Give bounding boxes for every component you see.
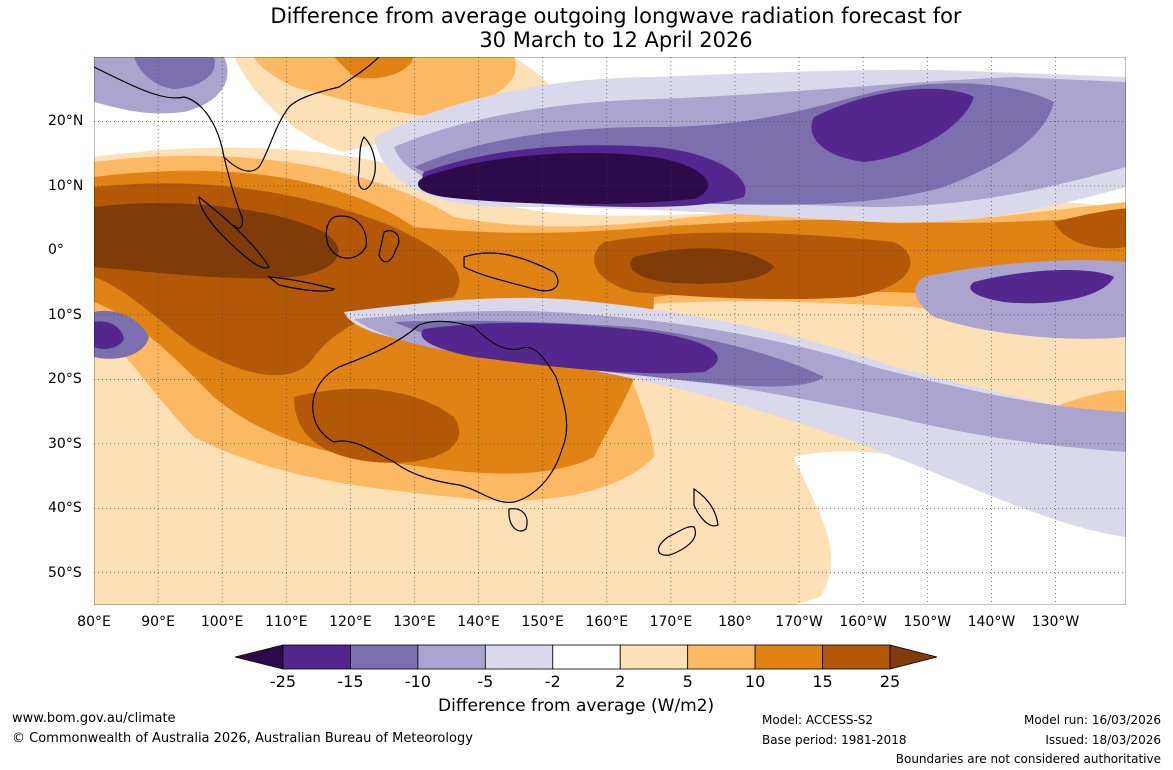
philippines-coastline [357, 136, 376, 190]
lon-tick-label: 140°E [457, 614, 500, 630]
colorbar-swatch [687, 644, 756, 670]
lat-tick-label: 10°S [48, 306, 82, 323]
base-period: Base period: 1981-2018 [762, 733, 907, 747]
lon-tick-label: 160°W [839, 614, 887, 630]
anomaly-region-neg-15-25-south [421, 322, 718, 374]
coastlines [94, 57, 719, 556]
colorbar-swatch [552, 644, 621, 670]
anomaly-region-neg-nw-core [134, 57, 215, 89]
borneo-coastline [325, 215, 367, 259]
colorbar-swatch [822, 644, 891, 670]
lon-tick-label: 150°E [521, 614, 564, 630]
anomaly-region-pos-5-10-north [254, 57, 516, 117]
lon-tick-label: 130°E [393, 614, 436, 630]
colorbar-tick-label: 2 [615, 672, 626, 691]
colorbar-tick-label: 15 [812, 672, 833, 691]
colorbar-tick-label: -15 [337, 672, 364, 691]
issued-date: Issued: 18/03/2026 [1045, 733, 1161, 747]
lat-tick-label: 30°S [48, 435, 82, 452]
anomaly-region-neg-west-core [94, 321, 124, 349]
colorbar-tick-label: 5 [682, 672, 693, 691]
model-name: Model: ACCESS-S2 [762, 713, 874, 727]
asia-mainland-coastline [94, 57, 380, 172]
new-guinea-coastline [463, 252, 559, 292]
lon-tick-label: 120°E [329, 614, 372, 630]
title-line-1: Difference from average outgoing longwav… [270, 4, 962, 28]
lon-tick-label: 180° [718, 614, 752, 630]
anomaly-region-neg-15-25-ne [811, 88, 974, 162]
map-title: Difference from average outgoing longwav… [0, 4, 1173, 52]
lat-tick-label: 0° [48, 242, 64, 259]
new-zealand-north-coastline [693, 487, 719, 527]
new-zealand-south-coastline [657, 526, 696, 556]
website-link[interactable]: www.bom.gov.au/climate [12, 711, 176, 726]
anomaly-region-pos-15-25-east [1054, 208, 1126, 249]
colorbar-tick-label: -2 [544, 672, 561, 691]
lon-tick-label: 90°E [141, 614, 175, 630]
colorbar-title: Difference from average (W/m2) [438, 696, 715, 716]
olr-anomaly-map [94, 57, 1126, 605]
graticule [94, 57, 1126, 605]
lat-tick-label: 10°N [48, 177, 84, 194]
colorbar-tick-label: -10 [404, 672, 431, 691]
lat-tick-label: 40°S [48, 500, 82, 517]
lon-tick-label: 80°E [77, 614, 111, 630]
australia-coastline [312, 320, 568, 503]
anomaly-region-pos-15-25-aus [294, 388, 460, 463]
sulawesi-coastline [378, 230, 400, 263]
colorbar [234, 644, 938, 670]
sumatra-coastline [198, 195, 270, 269]
anomaly-region-pos-25plus [94, 203, 339, 279]
colorbar-extend-high [889, 644, 938, 670]
lon-tick-label: 170°W [775, 614, 823, 630]
colorbar-tick-label: -25 [269, 672, 297, 691]
lon-tick-label: 150°W [903, 614, 952, 630]
anomaly-region-neg-east-core [970, 270, 1114, 304]
colorbar-swatch [484, 644, 554, 670]
copyright-text: © Commonwealth of Australia 2026, Austra… [12, 731, 473, 746]
tasmania-coastline [508, 508, 528, 532]
colorbar-tick-label: -5 [477, 672, 494, 691]
model-run: Model run: 16/03/2026 [1023, 713, 1161, 727]
anomaly-region-pos-25plus-central [630, 248, 774, 284]
lon-tick-label: 170°E [649, 614, 693, 630]
lat-tick-label: 50°S [48, 564, 82, 581]
colorbar-swatch [417, 644, 486, 670]
boundary-disclaimer: Boundaries are not considered authoritat… [895, 752, 1161, 766]
title-line-2: 30 March to 12 April 2026 [479, 28, 753, 52]
colorbar-extend-low [234, 644, 284, 670]
colorbar-tick-label: 10 [744, 672, 766, 691]
anomaly-region-pos-10-15-north [334, 57, 414, 79]
colorbar-swatch [282, 644, 351, 670]
colorbar-swatch [619, 644, 689, 670]
malay-peninsula-coastline [223, 156, 244, 229]
java-coastline [267, 276, 336, 292]
lat-tick-label: 20°N [48, 113, 84, 130]
colorbar-swatch [754, 644, 823, 670]
lon-tick-label: 160°E [585, 614, 629, 630]
lon-tick-label: 100°E [200, 614, 244, 630]
lon-tick-label: 140°W [967, 614, 1016, 630]
anomaly-region-neg-25plus [418, 153, 709, 205]
colorbar-swatch [350, 644, 419, 670]
lon-tick-label: 130°W [1031, 614, 1080, 630]
lon-tick-label: 110°E [265, 614, 308, 630]
colorbar-tick-label: 25 [879, 672, 901, 691]
lat-tick-label: 20°S [48, 371, 82, 388]
